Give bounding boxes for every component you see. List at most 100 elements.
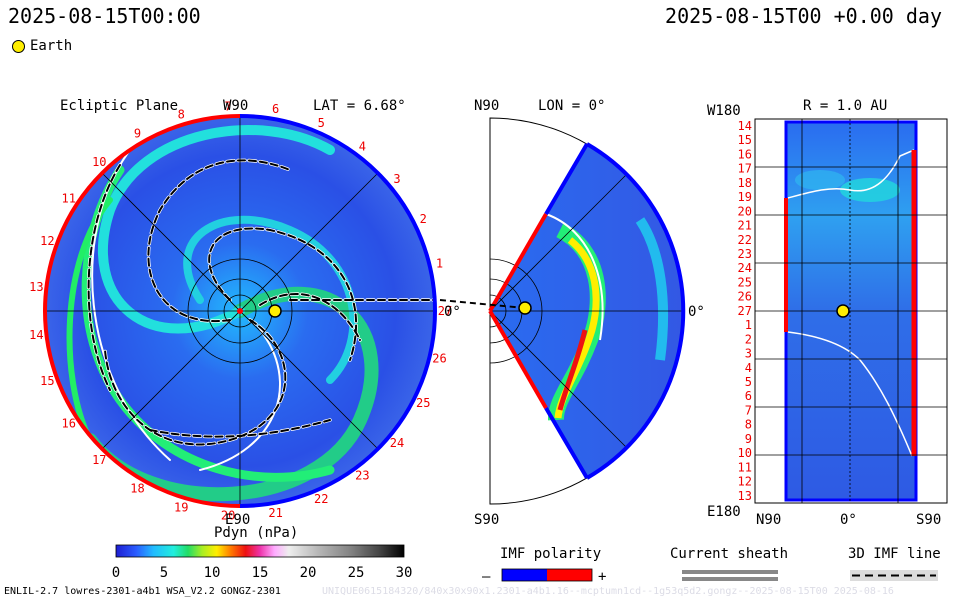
imf-polarity-title: IMF polarity: [500, 546, 601, 562]
imf-polarity-plus: +: [598, 569, 606, 585]
density-arm: [66, 197, 113, 443]
sector-label: 17: [92, 453, 106, 467]
imf-polarity-arc: [585, 142, 686, 480]
density-arm: [183, 215, 358, 384]
earth-marker-icon: [836, 304, 850, 318]
current-sheath-line: [545, 213, 604, 341]
map-y-label: 17: [738, 162, 752, 176]
ecliptic-right-label: 0°: [444, 304, 461, 320]
current-sheath-title: Current sheath: [670, 546, 788, 562]
map-y-label: 27: [738, 304, 752, 318]
imf-line: [87, 164, 121, 391]
map-x-label-center: 0°: [840, 512, 857, 528]
imf-line: [208, 227, 358, 361]
map-y-label: 10: [738, 446, 752, 460]
meridional-panel: N90 LON = 0° 0° S90: [439, 98, 705, 528]
colorbar-tick-label: 15: [252, 565, 269, 581]
imf-polarity-edge-negative: [488, 310, 548, 409]
earth-legend-label: Earth: [30, 38, 73, 54]
imf-polarity-ring-positive: [239, 114, 437, 508]
density-blob: [840, 178, 900, 202]
current-sheath-legend: Current sheath: [670, 546, 788, 581]
earth-marker-icon: [268, 304, 282, 318]
map-y-label: 9: [745, 432, 752, 446]
sector-label: 1: [436, 257, 443, 271]
imf-line: [104, 319, 287, 446]
sector-label: 6: [272, 102, 279, 116]
map-y-label: 11: [738, 460, 752, 474]
map-y-label: 6: [745, 389, 752, 403]
map-title: R = 1.0 AU: [803, 98, 887, 114]
map-top-left-label: W180: [707, 103, 741, 119]
sector-label: 18: [130, 482, 144, 496]
current-sheath-swatch: [682, 577, 778, 581]
sector-label: 9: [134, 127, 141, 141]
sector-label: 19: [174, 500, 188, 514]
map-y-label: 19: [738, 190, 752, 204]
sector-label: 11: [61, 191, 75, 205]
map-x-label-south: S90: [916, 512, 941, 528]
imf-polarity-edge-positive: [544, 142, 589, 216]
sphere-map-panel: 1415161718192021222324252627123456789101…: [707, 98, 948, 528]
meridional-bottom-label: S90: [474, 512, 499, 528]
colorbar-tick-label: 25: [348, 565, 365, 581]
density-arm: [635, 217, 669, 361]
sector-label: 12: [40, 234, 54, 248]
sector-label: 21: [268, 506, 282, 520]
map-y-label: 1: [745, 318, 752, 332]
sector-label: 22: [314, 492, 328, 506]
current-sheath-line: [787, 149, 915, 199]
map-y-label: 15: [738, 133, 752, 147]
density-blob: [795, 170, 845, 190]
colorbar-tick-label: 30: [396, 565, 413, 581]
earth-marker-icon: [518, 301, 532, 315]
sector-label: 2: [420, 212, 427, 226]
imf-line: [439, 299, 526, 309]
colorbar-ramp: [115, 544, 405, 558]
imf-polarity-legend: IMF polarity – +: [482, 546, 606, 585]
sector-label: 7: [224, 99, 231, 113]
earth-marker-icon: [12, 39, 25, 53]
model-info-footer: ENLIL-2.7 lowres-2301-a4b1 WSA_V2.2 GONG…: [4, 586, 281, 597]
map-y-label: 4: [745, 361, 752, 375]
colorbar-tick-label: 5: [160, 565, 168, 581]
imf-polarity-positive-swatch: [547, 569, 592, 581]
left-timestamp: 2025-08-15T00:00: [8, 4, 201, 28]
imf-polarity-edge-positive: [544, 406, 589, 480]
imf-line: [149, 419, 331, 438]
earth-legend: Earth: [12, 38, 72, 54]
map-y-labels: 1415161718192021222324252627123456789101…: [738, 119, 752, 503]
map-y-label: 12: [738, 475, 752, 489]
colorbar-tick-label: 20: [300, 565, 317, 581]
sector-label: 5: [318, 116, 325, 130]
ecliptic-top-label: W90: [223, 98, 248, 114]
sector-label: 3: [393, 172, 400, 186]
ecliptic-bottom-label: E90: [225, 512, 250, 528]
map-y-label: 22: [738, 233, 752, 247]
sector-label: 8: [178, 108, 185, 122]
sector-label: 14: [29, 328, 43, 342]
imf-line: [259, 293, 361, 341]
sector-label: 13: [29, 280, 43, 294]
sector-label: 16: [61, 417, 75, 431]
pdyn-colorbar: Pdyn (nPa) 0 5 10 15 20 25 30: [112, 525, 413, 581]
imf-line-title: 3D IMF line: [848, 546, 941, 562]
map-y-label: 18: [738, 176, 752, 190]
imf-polarity-edge-negative: [488, 213, 548, 312]
right-timestamp: 2025-08-15T00 +0.00 day: [665, 4, 942, 28]
map-y-label: 20: [738, 204, 752, 218]
sector-label: 15: [40, 374, 54, 388]
map-y-label: 16: [738, 147, 752, 161]
imf-line: [147, 159, 291, 323]
imf-polarity-minus: –: [482, 569, 491, 585]
map-bottom-left-label: E180: [707, 504, 741, 520]
sector-label: 23: [355, 468, 369, 482]
sector-label: 26: [432, 351, 446, 365]
imf-line-legend: 3D IMF line: [848, 546, 941, 581]
ecliptic-lat-label: LAT = 6.68°: [313, 98, 406, 114]
imf-polarity-ring-negative: [43, 114, 241, 508]
map-y-label: 8: [745, 418, 752, 432]
